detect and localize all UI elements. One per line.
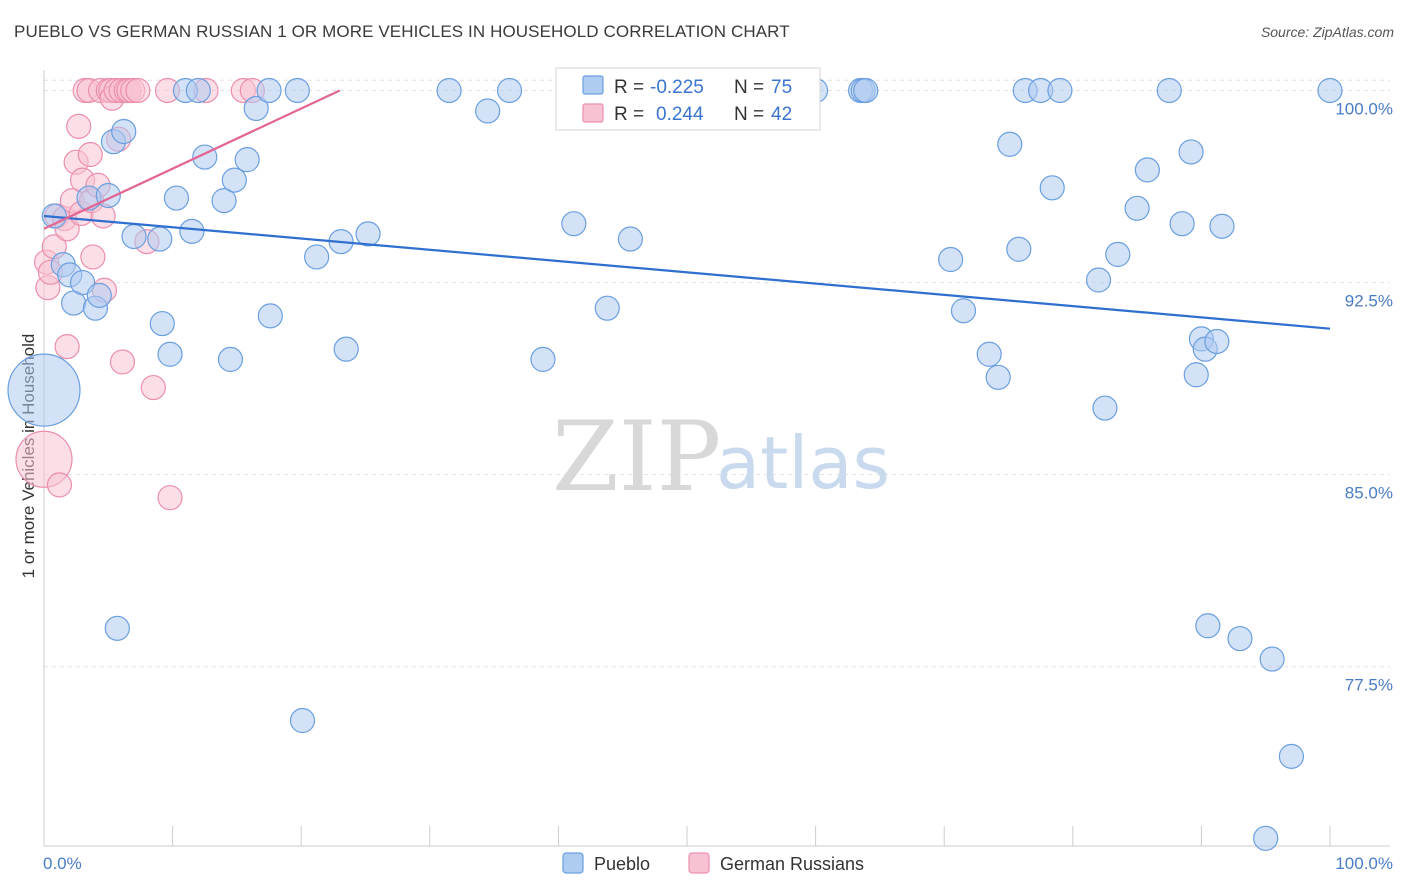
pueblo-trend-line xyxy=(43,214,1331,330)
pueblo-point-72 xyxy=(1204,328,1230,355)
pueblo-point-73 xyxy=(1209,213,1235,239)
pueblo-point-22 xyxy=(211,188,237,214)
pueblo-point-75 xyxy=(1259,646,1285,672)
chart-title: PUEBLO VS GERMAN RUSSIAN 1 OR MORE VEHIC… xyxy=(14,22,790,41)
legend-r-value-german-russians: 0.244 xyxy=(656,104,704,125)
y-tick-labels: 77.5% 85.0% 92.5% 100.0% xyxy=(1335,99,1393,694)
pueblo-point-24 xyxy=(221,167,247,193)
pueblo-point-52 xyxy=(976,341,1002,367)
pueblo-point-17 xyxy=(163,185,190,211)
pueblo-point-64 xyxy=(1134,157,1160,183)
pueblo-point-39 xyxy=(561,211,587,237)
pueblo-point-41 xyxy=(594,295,620,321)
pueblo-point-0 xyxy=(7,353,81,427)
legend-swatch-pueblo xyxy=(582,75,604,95)
pueblo-point-33 xyxy=(333,336,359,362)
x-tick-label-max: 100.0% xyxy=(1335,854,1393,873)
pueblo-point-31 xyxy=(304,244,330,270)
pueblo-point-29 xyxy=(284,77,310,104)
pueblo-point-20 xyxy=(185,77,211,104)
series-legend-swatch-pueblo xyxy=(562,852,584,874)
series-legend-label-pueblo: Pueblo xyxy=(594,854,650,874)
pueblo-point-11 xyxy=(111,118,137,145)
german-russians-point-36 xyxy=(140,374,166,401)
pueblo-point-60 xyxy=(1085,267,1112,293)
y-tick-label-2: 92.5% xyxy=(1345,292,1393,311)
german-russians-point-38 xyxy=(157,485,183,511)
pueblo-point-54 xyxy=(997,131,1023,157)
series-legend-swatch-german-russians xyxy=(688,852,710,874)
pueblo-point-23 xyxy=(217,346,244,372)
german-russians-point-34 xyxy=(125,77,151,104)
watermark-zip: ZIP xyxy=(552,401,721,513)
pueblo-point-25 xyxy=(234,147,260,173)
legend-n-value-german-russians: 42 xyxy=(771,104,792,125)
y-tick-label-0: 77.5% xyxy=(1345,676,1393,695)
german-russians-point-30 xyxy=(109,349,136,375)
german-russians-point-6 xyxy=(46,472,73,498)
pueblo-point-12 xyxy=(104,615,130,641)
pueblo-point-71 xyxy=(1195,613,1221,639)
pueblo-point-66 xyxy=(1169,211,1195,237)
pueblo-point-77 xyxy=(1253,825,1279,851)
source-credit: Source: ZipAtlas.com xyxy=(1260,24,1394,40)
pueblo-point-74 xyxy=(1227,625,1253,652)
german-russians-point-17 xyxy=(77,141,103,168)
correlation-legend: R = -0.225 N = 75 R = 0.244 N = 42 xyxy=(555,67,821,131)
german-russians-point-12 xyxy=(66,113,92,139)
legend-swatch-german-russians xyxy=(582,103,604,123)
pueblo-point-68 xyxy=(1183,362,1209,388)
pueblo-point-76 xyxy=(1278,743,1305,769)
pueblo-point-14 xyxy=(147,226,173,252)
pueblo-point-38 xyxy=(530,346,556,372)
legend-r-label-pueblo: R = xyxy=(614,77,644,98)
pueblo-point-65 xyxy=(1156,77,1182,104)
german-russians-point-8 xyxy=(54,333,80,360)
x-tick-label-min: 0.0% xyxy=(43,854,82,873)
pueblo-point-36 xyxy=(475,98,501,124)
watermark-atlas: atlas xyxy=(716,421,890,505)
pueblo-point-63 xyxy=(1124,195,1150,221)
pueblo-point-26 xyxy=(243,95,269,122)
german-russians-point-19 xyxy=(80,244,106,270)
pueblo-point-5 xyxy=(69,269,96,296)
pueblo-point-35 xyxy=(436,77,462,104)
pueblo-point-58 xyxy=(1039,175,1065,201)
pueblo-point-19 xyxy=(179,218,205,244)
legend-n-label-german-russians: N = xyxy=(734,104,764,125)
pueblo-point-8 xyxy=(86,282,112,308)
pueblo-point-49 xyxy=(853,77,879,104)
series-legend: Pueblo German Russians xyxy=(562,852,864,874)
pueblo-point-37 xyxy=(496,77,523,104)
y-tick-label-1: 85.0% xyxy=(1345,484,1393,503)
y-tick-label-3: 100.0% xyxy=(1335,99,1393,118)
pueblo-point-67 xyxy=(1178,139,1204,165)
pueblo-point-15 xyxy=(149,310,175,337)
legend-n-label-pueblo: N = xyxy=(734,77,764,98)
pueblo-point-34 xyxy=(355,221,381,247)
pueblo-point-53 xyxy=(985,364,1011,390)
german-russians-trend-line xyxy=(43,89,341,230)
pueblo-point-50 xyxy=(938,246,964,273)
legend-r-label-german-russians: R = xyxy=(614,104,644,125)
legend-r-value-pueblo: -0.225 xyxy=(650,77,704,98)
pueblo-point-27 xyxy=(256,77,282,104)
pueblo-point-62 xyxy=(1105,241,1131,267)
pueblo-point-55 xyxy=(1006,236,1032,262)
legend-n-value-pueblo: 75 xyxy=(771,77,792,98)
pueblo-point-42 xyxy=(617,226,644,252)
trend-lines xyxy=(43,89,1331,330)
pueblo-point-51 xyxy=(950,298,977,324)
series-legend-label-german-russians: German Russians xyxy=(720,854,864,874)
pueblo-point-28 xyxy=(257,303,283,329)
x-ticks xyxy=(43,826,1331,846)
pueblo-point-59 xyxy=(1047,77,1073,104)
watermark: ZIP atlas xyxy=(552,401,890,513)
pueblo-point-78 xyxy=(1317,77,1343,104)
pueblo-point-61 xyxy=(1092,395,1118,421)
pueblo-point-13 xyxy=(121,223,147,250)
pueblo-point-16 xyxy=(157,341,183,367)
pueblo-point-30 xyxy=(289,707,316,734)
